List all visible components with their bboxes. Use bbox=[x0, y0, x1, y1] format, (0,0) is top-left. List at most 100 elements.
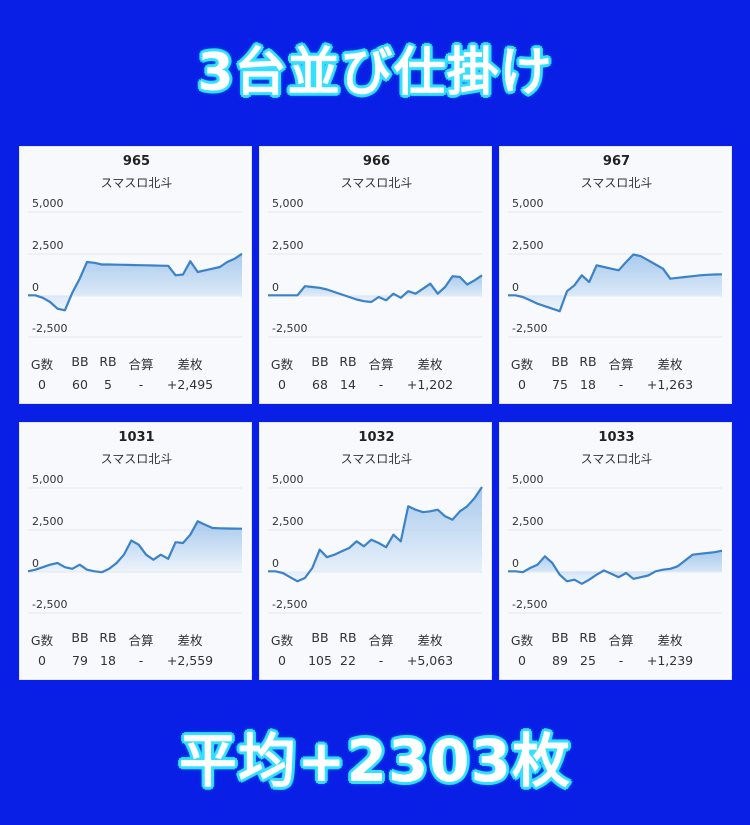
page-title: 3台並び仕掛け bbox=[197, 43, 553, 103]
combined-rate-header: 合算 bbox=[608, 633, 634, 648]
machine-number: 967 bbox=[602, 154, 631, 169]
g-count-header: G数 bbox=[510, 633, 534, 648]
machine-type: スマスロ北斗 bbox=[100, 176, 173, 190]
rb-count-header: RB bbox=[579, 354, 597, 369]
y-tick-label: 0 bbox=[272, 281, 279, 294]
coin-difference-value: +2,495 bbox=[166, 377, 214, 392]
y-tick-label: 0 bbox=[272, 557, 279, 570]
bb-count-header: BB bbox=[71, 354, 89, 369]
series-line bbox=[508, 253, 723, 313]
rb-count-header: RB bbox=[99, 354, 117, 369]
rb-count-value: 18 bbox=[580, 377, 596, 392]
combined-rate-value: - bbox=[138, 653, 144, 668]
series-area bbox=[28, 521, 242, 573]
y-tick-label: 2,500 bbox=[272, 515, 304, 528]
machine-number: 1033 bbox=[598, 430, 635, 445]
series-area bbox=[268, 275, 482, 302]
bb-count-value: 89 bbox=[552, 653, 568, 668]
bb-count-value: 79 bbox=[72, 653, 88, 668]
combined-rate-value: - bbox=[618, 377, 624, 392]
coin-difference-header: 差枚 bbox=[657, 633, 683, 648]
y-tick-label: 5,000 bbox=[272, 473, 304, 486]
y-tick-label: 0 bbox=[512, 281, 519, 294]
g-count-value: 0 bbox=[38, 653, 46, 668]
combined-rate-value: - bbox=[138, 377, 144, 392]
y-tick-label: 2,500 bbox=[512, 515, 544, 528]
machine-card-1031[interactable]: 1031 スマスロ北斗 5,000 2,500 0 -2,500 G数 BB RB 合算 差枚 0 79… bbox=[19, 422, 252, 680]
machine-number: 1032 bbox=[358, 430, 395, 445]
coin-difference-header: 差枚 bbox=[177, 357, 203, 372]
combined-rate-header: 合算 bbox=[128, 633, 154, 648]
bb-count-header: BB bbox=[71, 630, 89, 645]
g-count-header: G数 bbox=[270, 633, 294, 648]
bb-count-value: 60 bbox=[72, 377, 88, 392]
y-tick-label: 5,000 bbox=[512, 197, 544, 210]
y-tick-label: -2,500 bbox=[512, 322, 548, 335]
chart-plot bbox=[28, 211, 243, 338]
series-line bbox=[268, 274, 483, 304]
combined-rate-header: 合算 bbox=[368, 357, 394, 372]
y-tick-label: 5,000 bbox=[272, 197, 304, 210]
rb-count-header: RB bbox=[99, 630, 117, 645]
coin-difference-header: 差枚 bbox=[177, 633, 203, 648]
bb-count-value: 75 bbox=[552, 377, 568, 392]
machine-card-966[interactable]: 966 スマスロ北斗 5,000 2,500 0 -2,500 G数 BB RB 合算 差枚 0 68 1… bbox=[259, 146, 492, 404]
g-count-header: G数 bbox=[270, 357, 294, 372]
bb-count-header: BB bbox=[311, 630, 329, 645]
machine-type: スマスロ北斗 bbox=[580, 452, 653, 466]
series-area bbox=[268, 487, 482, 582]
machine-type: スマスロ北斗 bbox=[100, 452, 173, 466]
machine-number: 966 bbox=[362, 154, 391, 169]
rb-count-header: RB bbox=[339, 630, 357, 645]
g-count-value: 0 bbox=[278, 653, 286, 668]
y-tick-label: 0 bbox=[512, 557, 519, 570]
average-summary: 平均+2303枚 bbox=[178, 727, 572, 795]
g-count-header: G数 bbox=[30, 357, 54, 372]
series-line bbox=[268, 486, 483, 583]
machine-type: スマスロ北斗 bbox=[580, 176, 653, 190]
g-count-header: G数 bbox=[30, 633, 54, 648]
machine-number: 1031 bbox=[118, 430, 155, 445]
coin-difference-value: +5,063 bbox=[406, 653, 454, 668]
series-line bbox=[27, 520, 243, 574]
coin-difference-header: 差枚 bbox=[417, 357, 443, 372]
coin-difference-header: 差枚 bbox=[657, 357, 683, 372]
coin-difference-header: 差枚 bbox=[417, 633, 443, 648]
combined-rate-header: 合算 bbox=[608, 357, 634, 372]
rb-count-value: 18 bbox=[100, 653, 116, 668]
bb-count-value: 68 bbox=[312, 377, 328, 392]
combined-rate-value: - bbox=[378, 377, 384, 392]
combined-rate-header: 合算 bbox=[128, 357, 154, 372]
chart-grid: 965 スマスロ北斗 5,000 2,500 0 -2,500 G数 BB RB 合算 差枚 0 60 5… bbox=[19, 146, 744, 680]
g-count-value: 0 bbox=[518, 377, 526, 392]
chart-plot bbox=[268, 486, 483, 614]
y-tick-label: -2,500 bbox=[272, 598, 308, 611]
machine-card-965[interactable]: 965 スマスロ北斗 5,000 2,500 0 -2,500 G数 BB RB 合算 差枚 0 60 5… bbox=[19, 146, 252, 404]
coin-difference-value: +1,202 bbox=[406, 377, 454, 392]
chart-plot bbox=[508, 211, 723, 338]
y-tick-label: 0 bbox=[32, 557, 39, 570]
y-tick-label: -2,500 bbox=[512, 598, 548, 611]
y-tick-label: 5,000 bbox=[32, 197, 64, 210]
combined-rate-value: - bbox=[618, 653, 624, 668]
machine-card-1033[interactable]: 1033 スマスロ北斗 5,000 2,500 0 -2,500 G数 BB RB 合算 差枚 0 89… bbox=[499, 422, 732, 680]
g-count-value: 0 bbox=[38, 377, 46, 392]
bb-count-header: BB bbox=[311, 354, 329, 369]
machine-card-967[interactable]: 967 スマスロ北斗 5,000 2,500 0 -2,500 G数 BB RB 合算 差枚 0 75 1… bbox=[499, 146, 732, 404]
coin-difference-value: +2,559 bbox=[166, 653, 214, 668]
y-tick-label: -2,500 bbox=[32, 322, 68, 335]
series-area bbox=[28, 253, 242, 311]
bb-count-header: BB bbox=[551, 354, 569, 369]
rb-count-header: RB bbox=[339, 354, 357, 369]
g-count-value: 0 bbox=[278, 377, 286, 392]
combined-rate-header: 合算 bbox=[368, 633, 394, 648]
y-tick-label: 2,500 bbox=[32, 515, 64, 528]
series-line bbox=[28, 252, 243, 312]
rb-count-header: RB bbox=[579, 630, 597, 645]
coin-difference-value: +1,263 bbox=[646, 377, 694, 392]
machine-card-1032[interactable]: 1032 スマスロ北斗 5,000 2,500 0 -2,500 G数 BB RB 合算 差枚 0 10… bbox=[259, 422, 492, 680]
rb-count-value: 25 bbox=[580, 653, 596, 668]
y-tick-label: 2,500 bbox=[512, 239, 544, 252]
chart-plot bbox=[268, 211, 483, 338]
y-tick-label: -2,500 bbox=[272, 322, 308, 335]
